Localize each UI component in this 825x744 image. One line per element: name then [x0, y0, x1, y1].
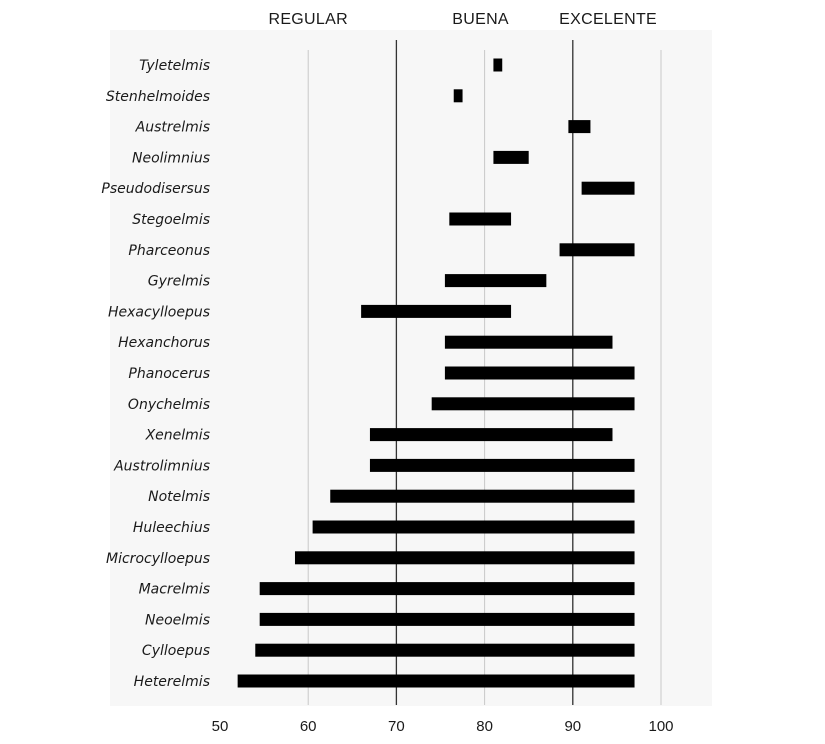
x-tick-label: 50 — [212, 718, 229, 735]
band-label: BUENA — [452, 11, 509, 28]
bar-range — [453, 89, 463, 103]
bar-range — [431, 397, 635, 411]
category-label: Notelmis — [148, 489, 210, 505]
bar-range — [369, 428, 613, 442]
category-label: Tyletelmis — [139, 58, 210, 74]
x-axis-ticks: 50 60 70 80 90 100 — [212, 718, 674, 735]
bars — [237, 58, 635, 688]
category-label: Xenelmis — [145, 428, 210, 444]
category-label: Stegoelmis — [132, 212, 210, 228]
category-label: Stenhelmoides — [106, 89, 210, 105]
band-label: REGULAR — [268, 11, 347, 28]
bar-range — [294, 551, 635, 565]
category-label: Phanocerus — [128, 366, 210, 382]
category-label: Austrolimnius — [113, 458, 210, 474]
category-labels: Tyletelmis Stenhelmoides Austrelmis Neolimn… — [101, 58, 210, 690]
category-label: Cylloepus — [142, 643, 210, 659]
bar-range — [449, 212, 512, 226]
bar-range — [361, 304, 512, 318]
bar-range — [259, 612, 635, 626]
bar-range — [369, 458, 635, 472]
category-label: Hexacylloepus — [108, 304, 210, 320]
category-label: Gyrelmis — [148, 274, 210, 290]
category-label: Pseudodisersus — [101, 181, 210, 197]
x-tick-label: 100 — [648, 718, 673, 735]
bar-range — [444, 366, 635, 380]
x-tick-label: 70 — [388, 718, 405, 735]
category-label: Macrelmis — [139, 582, 210, 598]
category-label: Heterelmis — [134, 674, 210, 690]
category-label: Pharceonus — [128, 243, 210, 259]
band-label: EXCELENTE — [559, 11, 657, 28]
x-tick-label: 80 — [476, 718, 493, 735]
category-label: Onychelmis — [128, 397, 210, 413]
bar-range — [568, 120, 591, 134]
bar-range — [330, 489, 635, 503]
bar-range — [255, 643, 635, 657]
bar-range — [559, 243, 635, 257]
category-label: Austrelmis — [135, 120, 210, 136]
category-label: Huleechius — [133, 520, 210, 536]
bar-range — [444, 335, 613, 349]
x-tick-label: 60 — [300, 718, 317, 735]
bar-range — [312, 520, 635, 534]
bar-range — [259, 582, 635, 596]
bar-range — [444, 274, 547, 288]
quality-bands: REGULAR BUENA EXCELENTE — [268, 11, 657, 28]
bar-range — [237, 674, 635, 688]
category-label: Microcylloepus — [106, 551, 210, 567]
category-label: Hexanchorus — [118, 335, 210, 351]
category-label: Neoelmis — [145, 612, 210, 628]
category-label: Neolimnius — [132, 150, 210, 166]
bar-range — [581, 181, 635, 195]
bar-range — [493, 58, 503, 72]
x-tick-label: 90 — [564, 718, 581, 735]
bar-range — [493, 150, 529, 164]
